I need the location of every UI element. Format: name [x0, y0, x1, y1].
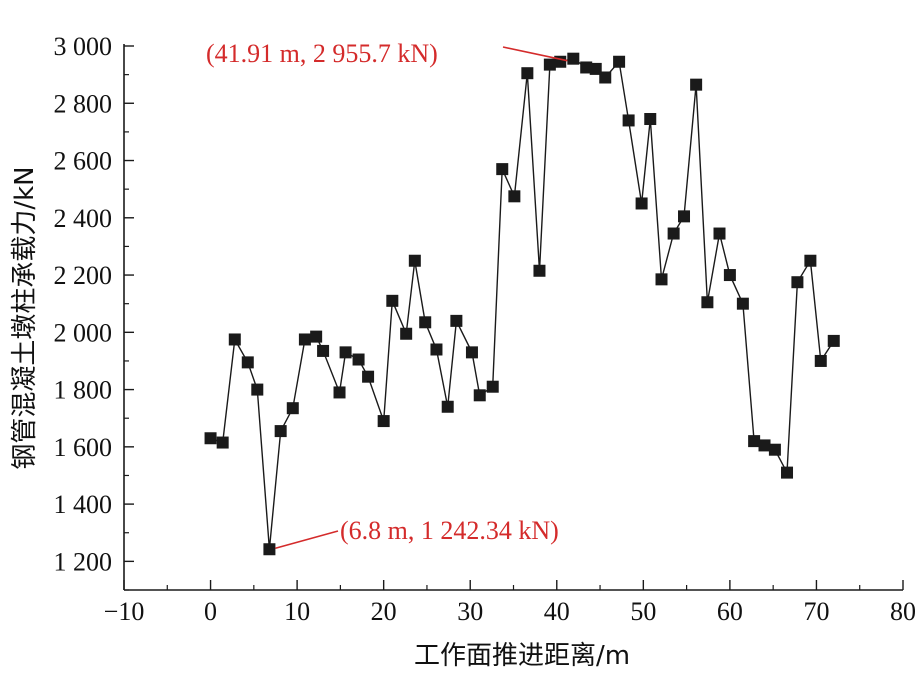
annotation-leader-line	[275, 530, 339, 550]
data-point	[419, 316, 432, 329]
data-point	[580, 61, 593, 74]
y-tick-label: 1 400	[54, 490, 113, 519]
y-tick-label: 2 000	[54, 318, 113, 347]
data-point	[791, 276, 804, 289]
x-tick-label: 60	[717, 597, 743, 626]
annotation-leader-line	[502, 46, 568, 62]
data-point	[339, 346, 352, 359]
data-point	[352, 353, 365, 366]
data-point	[204, 432, 217, 445]
x-tick-label: 80	[890, 597, 916, 626]
data-point	[736, 297, 749, 310]
data-point	[298, 333, 311, 346]
x-tick-label: 70	[803, 597, 829, 626]
data-point	[441, 400, 454, 413]
data-point	[635, 197, 648, 210]
y-tick-label: 1 200	[54, 547, 113, 576]
data-point	[408, 254, 421, 267]
data-point	[377, 415, 390, 428]
data-point	[486, 380, 499, 393]
data-point	[310, 330, 323, 343]
data-point	[286, 402, 299, 415]
data-point	[567, 52, 580, 65]
data-point	[599, 71, 612, 84]
data-point	[508, 190, 521, 203]
data-point	[216, 436, 229, 449]
data-point	[690, 78, 703, 91]
data-point	[241, 356, 254, 369]
x-tick-label: 0	[204, 597, 217, 626]
data-point	[667, 227, 680, 240]
data-point	[768, 443, 781, 456]
data-point	[251, 383, 264, 396]
annotation-label: (6.8 m, 1 242.34 kN)	[340, 516, 559, 545]
data-point	[827, 334, 840, 347]
data-point	[804, 254, 817, 267]
y-tick-label: 2 200	[54, 261, 113, 290]
data-point	[274, 425, 287, 438]
data-point	[228, 333, 241, 346]
x-axis-label: 工作面推进距离/m	[414, 641, 630, 671]
data-point	[613, 55, 626, 68]
data-point	[701, 296, 714, 309]
axes-group: −10 0 10 20 30 40 50 60 70 80 1 200 1 400 1 600 1 800…	[54, 32, 917, 626]
x-tick-label: 40	[544, 597, 570, 626]
x-tick-label: 30	[457, 597, 483, 626]
data-point	[386, 294, 399, 307]
data-point	[713, 227, 726, 240]
series-group	[204, 52, 840, 556]
y-axis-label: 钢管混凝土墩柱承载力/kN	[10, 166, 40, 469]
data-point	[317, 344, 330, 357]
y-tick-label: 1 600	[54, 433, 113, 462]
data-point	[263, 543, 276, 556]
data-point	[333, 386, 346, 399]
y-tick-label: 2 400	[54, 204, 113, 233]
x-tick-label: −10	[104, 597, 145, 626]
annotations-group: (41.91 m, 2 955.7 kN) (6.8 m, 1 242.34 kN…	[206, 39, 568, 550]
data-point	[543, 58, 556, 71]
x-tick-label: 20	[371, 597, 397, 626]
data-point	[496, 163, 509, 176]
annotation-label: (41.91 m, 2 955.7 kN)	[206, 39, 438, 68]
data-point	[400, 327, 413, 340]
data-point	[758, 439, 771, 452]
data-point	[655, 273, 668, 286]
y-tick-label: 2 600	[54, 147, 113, 176]
data-point	[465, 346, 478, 359]
data-point	[430, 343, 443, 356]
y-tick-label: 2 800	[54, 89, 113, 118]
data-point	[622, 114, 635, 127]
data-point	[473, 389, 486, 402]
data-point	[814, 354, 827, 367]
y-tick-label: 1 800	[54, 376, 113, 405]
data-point	[748, 435, 761, 448]
data-point	[362, 370, 375, 383]
data-point	[450, 314, 463, 327]
data-point	[781, 466, 794, 479]
data-point	[521, 67, 534, 80]
x-tick-label: 50	[630, 597, 656, 626]
data-point	[644, 113, 657, 126]
x-tick-label: 10	[284, 597, 310, 626]
data-point	[533, 264, 546, 277]
y-tick-label: 3 000	[54, 32, 113, 61]
data-point	[678, 210, 691, 223]
data-point	[589, 62, 602, 75]
data-point	[723, 269, 736, 282]
